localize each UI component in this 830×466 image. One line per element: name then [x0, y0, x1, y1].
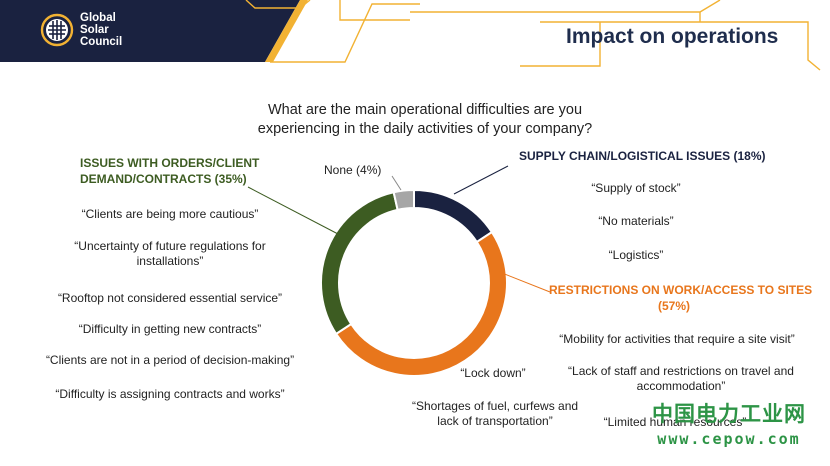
category-restrictions-title: RESTRICTIONS ON WORK/ACCESS TO SITES (57… [549, 283, 813, 313]
restrictions-quote-4: “Shortages of fuel, curfews and lack of … [411, 399, 579, 428]
supply-quote-1: “Supply of stock” [591, 181, 681, 195]
donut-slice-3 [392, 188, 415, 212]
logo-line-1: Global [80, 12, 116, 24]
orders-quote-4: “Difficulty in getting new contracts” [78, 322, 262, 336]
category-supply-title: SUPPLY CHAIN/LOGISTICAL ISSUES (18%) [519, 149, 766, 163]
supply-quote-3: “Logistics” [608, 248, 664, 262]
restrictions-quote-2: “Lack of staff and restrictions on trave… [568, 364, 794, 393]
leader-line-restrictions [496, 270, 551, 293]
category-orders-title: ISSUES WITH ORDERS/CLIENT DEMAND/CONTRAC… [80, 156, 260, 186]
logo-line-3: Council [80, 36, 123, 48]
restrictions-quote-5: “Limited human resources” [603, 415, 747, 429]
restrictions-quote-1: “Mobility for activities that require a … [559, 332, 795, 346]
orders-quote-3: “Rooftop not considered essential servic… [57, 291, 283, 305]
orders-quote-5: “Clients are not in a period of decision… [45, 353, 295, 367]
header-band [0, 0, 308, 62]
survey-question: What are the main operational difficulti… [257, 102, 593, 137]
orders-quote-1: “Clients are being more cautious” [81, 207, 259, 221]
orders-quote-6: “Difficulty is assigning contracts and w… [55, 387, 285, 401]
leader-line-supply [453, 165, 509, 195]
sun-grid-icon [40, 13, 74, 47]
watermark-cn: 中国电力工业网 [652, 402, 806, 426]
decorative-lines [245, 0, 821, 71]
watermark-url: www.cepow.com [657, 430, 801, 448]
donut-slice-0 [413, 188, 494, 244]
supply-quote-2: “No materials” [598, 214, 674, 228]
page-title: Impact on operations [566, 25, 779, 48]
cepow-watermark: 中国电力工业网 www.cepow.com [652, 398, 806, 448]
donut-slice-1 [334, 230, 508, 377]
orders-quote-2: “Uncertainty of future regulations for i… [74, 239, 266, 268]
none-label: None (4%) [324, 163, 382, 177]
logo-line-2: Solar [80, 24, 109, 36]
donut-slice-2 [320, 191, 399, 336]
leader-line-none [391, 175, 402, 191]
restrictions-quote-3: “Lock down” [460, 366, 526, 380]
global-solar-council-logo: Global Solar Council [40, 12, 122, 48]
leader-line-orders [247, 186, 339, 235]
